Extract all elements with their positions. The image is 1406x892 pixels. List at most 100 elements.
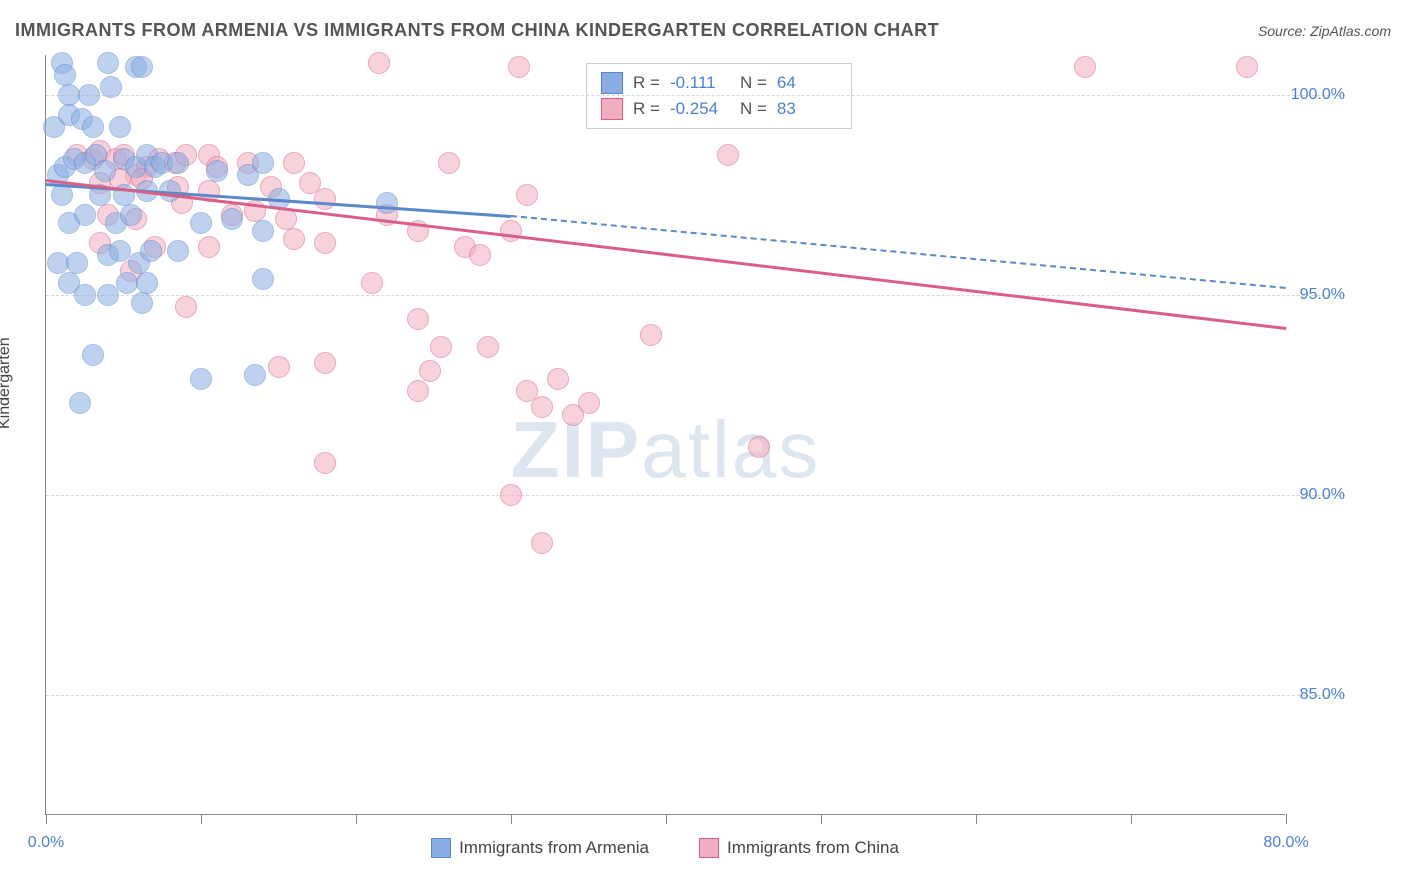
x-tick	[511, 814, 512, 824]
data-point	[438, 152, 460, 174]
data-point	[131, 292, 153, 314]
x-tick	[1131, 814, 1132, 824]
correlation-legend-row: R = -0.254 N = 83	[601, 96, 837, 122]
data-point	[314, 188, 336, 210]
data-point	[407, 380, 429, 402]
n-label: N =	[740, 99, 767, 119]
data-point	[275, 208, 297, 230]
chart-title: IMMIGRANTS FROM ARMENIA VS IMMIGRANTS FR…	[15, 20, 939, 41]
x-tick	[976, 814, 977, 824]
data-point	[82, 116, 104, 138]
data-point	[252, 220, 274, 242]
data-point	[748, 436, 770, 458]
data-point	[314, 352, 336, 374]
data-point	[252, 268, 274, 290]
data-point	[640, 324, 662, 346]
y-tick-label: 100.0%	[1291, 86, 1345, 104]
legend-swatch	[699, 838, 719, 858]
data-point	[51, 184, 73, 206]
correlation-legend-row: R = -0.111 N = 64	[601, 70, 837, 96]
y-tick-label: 85.0%	[1300, 686, 1345, 704]
legend-item: Immigrants from China	[699, 838, 899, 858]
data-point	[268, 356, 290, 378]
data-point	[74, 204, 96, 226]
legend-item: Immigrants from Armenia	[431, 838, 649, 858]
data-point	[547, 368, 569, 390]
data-point	[430, 336, 452, 358]
data-point	[531, 396, 553, 418]
r-value: -0.254	[670, 99, 730, 119]
data-point	[167, 152, 189, 174]
series-legend: Immigrants from Armenia Immigrants from C…	[45, 838, 1285, 858]
data-point	[361, 272, 383, 294]
legend-label: Immigrants from China	[727, 838, 899, 858]
data-point	[508, 56, 530, 78]
data-point	[244, 364, 266, 386]
data-point	[368, 52, 390, 74]
data-point	[376, 192, 398, 214]
data-point	[120, 204, 142, 226]
data-point	[116, 272, 138, 294]
r-label: R =	[633, 99, 660, 119]
data-point	[531, 532, 553, 554]
gridline	[46, 695, 1345, 696]
n-value: 83	[777, 99, 837, 119]
data-point	[97, 284, 119, 306]
data-point	[69, 392, 91, 414]
data-point	[1236, 56, 1258, 78]
data-point	[198, 236, 220, 258]
legend-swatch	[601, 72, 623, 94]
data-point	[314, 232, 336, 254]
correlation-legend: R = -0.111 N = 64 R = -0.254 N = 83	[586, 63, 852, 129]
gridline	[46, 495, 1345, 496]
data-point	[190, 368, 212, 390]
scatter-plot: ZIPatlas R =-0.111N =64R =-0.254N =83 85…	[45, 55, 1285, 815]
data-point	[407, 308, 429, 330]
data-point	[221, 208, 243, 230]
legend-swatch	[431, 838, 451, 858]
data-point	[500, 484, 522, 506]
x-tick	[356, 814, 357, 824]
x-tick	[201, 814, 202, 824]
n-value: 64	[777, 73, 837, 93]
trend-line	[511, 215, 1286, 289]
data-point	[477, 336, 499, 358]
data-point	[314, 452, 336, 474]
y-tick-label: 90.0%	[1300, 486, 1345, 504]
data-point	[469, 244, 491, 266]
data-point	[516, 184, 538, 206]
data-point	[206, 160, 228, 182]
data-point	[136, 272, 158, 294]
data-point	[175, 296, 197, 318]
data-point	[97, 52, 119, 74]
trend-line	[46, 179, 1286, 329]
r-value: -0.111	[670, 73, 730, 93]
legend-swatch	[601, 98, 623, 120]
data-point	[252, 152, 274, 174]
x-tick	[821, 814, 822, 824]
data-point	[78, 84, 100, 106]
gridline	[46, 95, 1345, 96]
legend-label: Immigrants from Armenia	[459, 838, 649, 858]
watermark: ZIPatlas	[511, 404, 820, 496]
data-point	[74, 284, 96, 306]
data-point	[140, 240, 162, 262]
x-tick	[666, 814, 667, 824]
source-label: Source: ZipAtlas.com	[1258, 23, 1391, 39]
data-point	[131, 56, 153, 78]
data-point	[717, 144, 739, 166]
data-point	[82, 344, 104, 366]
data-point	[100, 76, 122, 98]
y-tick-label: 95.0%	[1300, 286, 1345, 304]
data-point	[578, 392, 600, 414]
data-point	[167, 240, 189, 262]
data-point	[54, 64, 76, 86]
data-point	[283, 152, 305, 174]
data-point	[190, 212, 212, 234]
data-point	[66, 252, 88, 274]
gridline	[46, 295, 1345, 296]
data-point	[283, 228, 305, 250]
n-label: N =	[740, 73, 767, 93]
data-point	[1074, 56, 1096, 78]
r-label: R =	[633, 73, 660, 93]
